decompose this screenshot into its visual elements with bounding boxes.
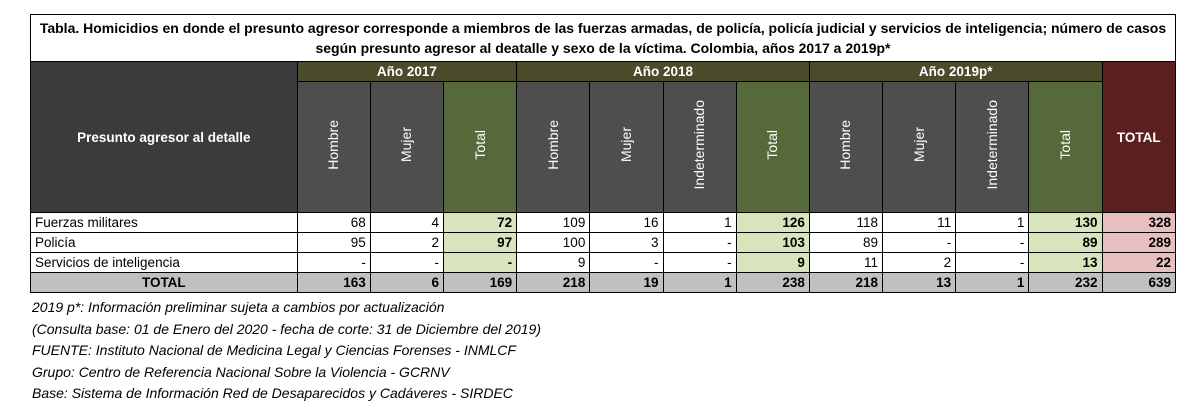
cell-2017-mujer: 4: [369, 212, 444, 233]
cell-2019-indeterminado: 1: [955, 212, 1030, 233]
cell-2019-indeterminado: -: [955, 252, 1030, 273]
subheader-2017-total: Total: [442, 81, 518, 213]
total-2017-hombre: 163: [296, 272, 371, 293]
total-2017-total: 169: [442, 272, 518, 293]
year-header-2017: Año 2017: [296, 61, 518, 82]
totals-row: TOTAL 163 6 169 218 19 1 238 218 13 1 23…: [30, 272, 1177, 293]
total-2019-mujer: 13: [882, 272, 957, 293]
row-label: Servicios de inteligencia: [30, 252, 298, 273]
cell-2019-mujer: 2: [882, 252, 957, 273]
total-2018-indeterminado: 1: [662, 272, 737, 293]
cell-2017-mujer: 2: [369, 232, 444, 253]
subheader-2017-hombre: Hombre: [296, 81, 371, 213]
cell-2018-indeterminado: 1: [662, 212, 737, 233]
table-row: Policía 95 2 97 100 3 - 103 89 - - 89 28…: [30, 232, 1177, 253]
cell-2019-hombre: 118: [808, 212, 884, 233]
cell-2017-hombre: -: [296, 252, 371, 273]
total-2019-total: 232: [1028, 272, 1103, 293]
note-grupo: Grupo: Centro de Referencia Nacional Sob…: [32, 363, 450, 380]
cell-2018-indeterminado: -: [662, 232, 737, 253]
cell-2019-mujer: 11: [882, 212, 957, 233]
note-base: Base: Sistema de Información Red de Desa…: [32, 385, 513, 401]
subheader-2019-hombre: Hombre: [808, 81, 884, 213]
cell-2018-hombre: 109: [516, 212, 591, 233]
total-column-header: TOTAL: [1101, 61, 1177, 213]
cell-2018-mujer: 3: [589, 232, 664, 253]
totals-label: TOTAL: [30, 272, 298, 293]
cell-2018-hombre: 9: [516, 252, 591, 273]
total-2019-indeterminado: 1: [955, 272, 1030, 293]
total-grand-total: 639: [1101, 272, 1177, 293]
cell-2018-mujer: 16: [589, 212, 664, 233]
cell-2017-hombre: 95: [296, 232, 371, 253]
cell-2017-mujer: -: [369, 252, 444, 273]
cell-2018-mujer: -: [589, 252, 664, 273]
cell-2019-hombre: 11: [808, 252, 884, 273]
row-label: Fuerzas militares: [30, 212, 298, 233]
cell-2019-mujer: -: [882, 232, 957, 253]
cell-grand-total: 22: [1101, 252, 1177, 273]
cell-2019-indeterminado: -: [955, 232, 1030, 253]
total-2018-mujer: 19: [589, 272, 664, 293]
note-consulta: (Consulta base: 01 de Enero del 2020 - f…: [32, 320, 541, 337]
cell-2019-hombre: 89: [808, 232, 884, 253]
cell-2017-total: 97: [442, 232, 518, 253]
subheader-2018-mujer: Mujer: [589, 81, 664, 213]
cell-2019-total: 13: [1028, 252, 1103, 273]
data-table: Tabla. Homicidios en donde el presunto a…: [30, 14, 1177, 293]
agent-column-header: Presunto agresor al detalle: [30, 61, 298, 213]
subheader-2019-total: Total: [1028, 81, 1103, 213]
cell-2018-total: 126: [735, 212, 810, 233]
table-title: Tabla. Homicidios en donde el presunto a…: [30, 14, 1176, 62]
cell-2018-total: 9: [735, 252, 810, 273]
cell-2017-total: -: [442, 252, 518, 273]
total-2018-total: 238: [735, 272, 810, 293]
note-preliminary: 2019 p*: Información preliminar sujeta a…: [32, 299, 445, 315]
cell-2019-total: 130: [1028, 212, 1103, 233]
total-2019-hombre: 218: [808, 272, 884, 293]
row-label: Policía: [30, 232, 298, 253]
table-notes: 2019 p*: Información preliminar sujeta a…: [30, 297, 1176, 405]
subheader-2017-mujer: Mujer: [369, 81, 444, 213]
cell-2018-hombre: 100: [516, 232, 591, 253]
cell-2017-total: 72: [442, 212, 518, 233]
year-header-2019: Año 2019p*: [808, 61, 1103, 82]
note-fuente: FUENTE: Instituto Nacional de Medicina L…: [32, 342, 516, 358]
cell-grand-total: 289: [1101, 232, 1177, 253]
total-2017-mujer: 6: [369, 272, 444, 293]
subheader-2018-hombre: Hombre: [516, 81, 591, 213]
subheader-2018-indeterminado: Indeterminado: [662, 81, 737, 213]
subheader-2019-mujer: Mujer: [882, 81, 957, 213]
table-container: Tabla. Homicidios en donde el presunto a…: [30, 14, 1177, 405]
cell-2017-hombre: 68: [296, 212, 371, 233]
subheader-2018-total: Total: [735, 81, 810, 213]
cell-2018-total: 103: [735, 232, 810, 253]
table-row: Servicios de inteligencia - - - 9 - - 9 …: [30, 252, 1177, 273]
cell-2018-indeterminado: -: [662, 252, 737, 273]
year-header-2018: Año 2018: [516, 61, 810, 82]
cell-grand-total: 328: [1101, 212, 1177, 233]
total-2018-hombre: 218: [516, 272, 591, 293]
cell-2019-total: 89: [1028, 232, 1103, 253]
table-row: Fuerzas militares 68 4 72 109 16 1 126 1…: [30, 212, 1177, 233]
subheader-2019-indeterminado: Indeterminado: [955, 81, 1030, 213]
